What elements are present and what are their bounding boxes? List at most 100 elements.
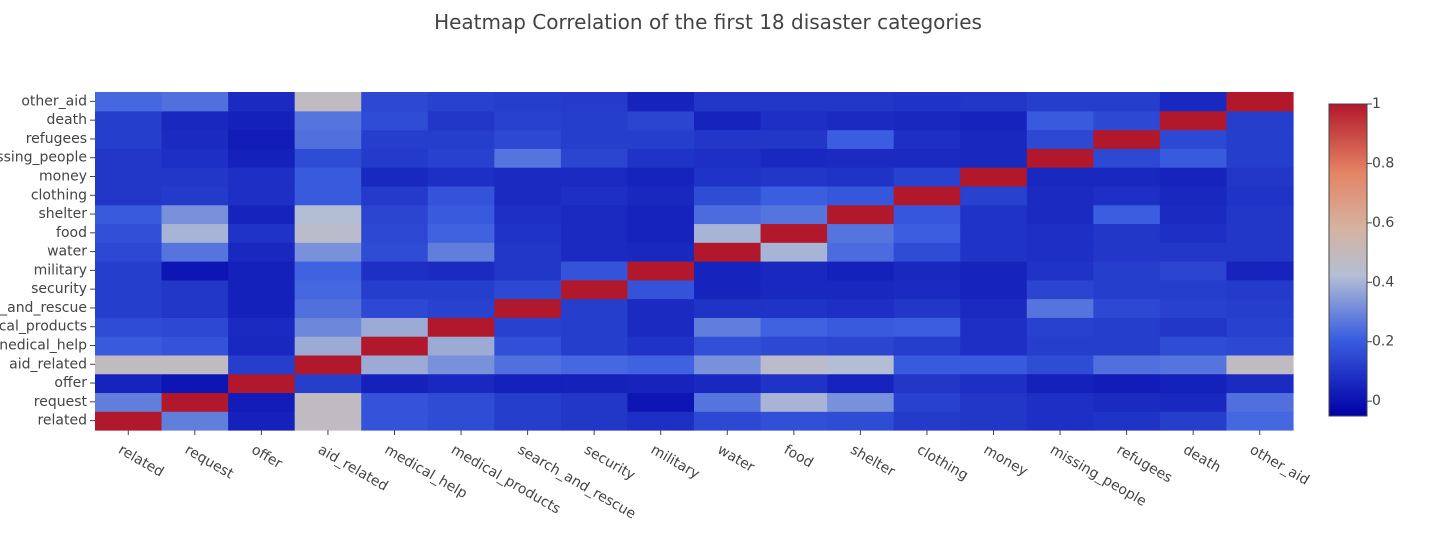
heatmap-cell [827,392,895,412]
heatmap-cell [161,129,229,149]
heatmap-cell [960,129,1028,149]
y-tick-label: death [47,112,87,128]
heatmap-cell [1159,223,1228,243]
heatmap-cell [960,392,1028,412]
heatmap-cell [1093,373,1161,394]
heatmap-cell [694,373,762,394]
colorbar-tick-label: 0 [1372,393,1381,409]
heatmap-cell [228,185,296,206]
heatmap-cell [494,373,562,394]
heatmap-cell [1093,92,1161,112]
y-tick-label: military [34,262,87,278]
heatmap-cell [694,129,762,149]
heatmap-cell [1026,110,1094,131]
heatmap-cell [494,129,562,149]
heatmap-cell [228,354,296,375]
colorbar-tick-label: 1 [1372,96,1381,112]
heatmap-cell [427,392,495,412]
heatmap-cell [1026,373,1094,394]
heatmap-cell [161,242,229,262]
x-tick-label: related [115,442,166,481]
heatmap-cell [1026,317,1094,337]
heatmap-cell [760,129,828,149]
heatmap-cell [427,354,495,375]
heatmap-cell [1026,392,1094,412]
heatmap-cell [427,411,495,431]
heatmap-cell [560,261,629,281]
heatmap-cell [627,279,695,300]
heatmap-cell [1026,92,1094,112]
heatmap-cell [228,148,296,168]
y-tick-label: aid_related [9,356,87,372]
heatmap-cell [1226,279,1294,300]
heatmap-cell [361,148,429,168]
heatmap-cell [893,129,961,149]
heatmap-cell [427,92,495,112]
heatmap-cell [1093,261,1161,281]
heatmap-cell [95,110,163,131]
heatmap-cell [760,223,828,243]
heatmap-cell [161,110,229,131]
heatmap-cell [760,148,828,168]
heatmap-cell [827,336,895,356]
heatmap-cell [294,336,362,356]
heatmap-cell [893,185,961,206]
heatmap-cell [1093,279,1161,300]
heatmap-cell [1159,242,1228,262]
heatmap-cells [95,92,1294,431]
heatmap-cell [494,110,562,131]
heatmap-cell [1226,129,1294,149]
heatmap-cell [1093,354,1161,375]
heatmap-cell [294,223,362,243]
heatmap-cell [1159,110,1228,131]
heatmap-cell [294,298,362,318]
y-tick-label: offer [54,375,87,391]
heatmap-cell [694,167,762,187]
heatmap-cell [95,317,163,337]
heatmap-cell [1026,148,1094,168]
heatmap-cell [494,336,562,356]
heatmap-cell [827,317,895,337]
heatmap-cell [1226,392,1294,412]
heatmap-cell [228,223,296,243]
heatmap-cell [560,336,629,356]
heatmap-cell [95,148,163,168]
heatmap-cell [1093,185,1161,206]
heatmap-cell [627,185,695,206]
heatmap-cell [161,279,229,300]
y-tick-label: clothing [31,187,87,203]
heatmap-cell [1026,204,1094,225]
heatmap-cell [893,298,961,318]
heatmap-cell [827,110,895,131]
heatmap-cell [1226,204,1294,225]
heatmap-cell [694,354,762,375]
heatmap-cell [627,317,695,337]
heatmap-cell [427,223,495,243]
y-axis-ticks: related request offer aid_related nedical_he… [0,93,95,429]
heatmap-cell [228,298,296,318]
y-tick-label: ssing_people [0,150,87,166]
heatmap-cell [694,279,762,300]
y-tick-label: related [37,413,87,429]
x-tick-label: refugees [1114,442,1175,486]
colorbar-gradient [1328,103,1368,417]
x-tick-label: death [1180,442,1223,476]
heatmap-cell [960,148,1028,168]
heatmap-cell [1026,129,1094,149]
heatmap-cell [361,392,429,412]
heatmap-cell [294,148,362,168]
heatmap-cell [95,392,163,412]
heatmap-cell [694,392,762,412]
heatmap-cell [960,242,1028,262]
heatmap-cell [228,373,296,394]
heatmap-cell [361,336,429,356]
heatmap-cell [627,204,695,225]
heatmap-cell [161,317,229,337]
heatmap-cell [893,242,961,262]
heatmap-cell [294,261,362,281]
heatmap-cell [694,411,762,431]
heatmap-cell [228,392,296,412]
heatmap-cell [560,317,629,337]
heatmap-cell [1226,298,1294,318]
heatmap-cell [1026,298,1094,318]
